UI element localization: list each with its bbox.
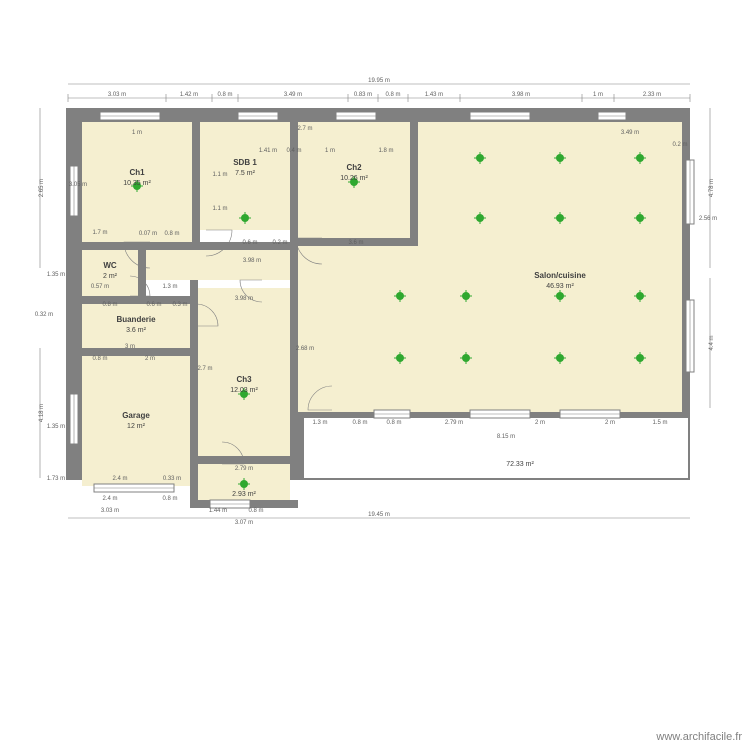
dim-label: 1.44 m bbox=[209, 508, 227, 514]
svg-text:3.49 m: 3.49 m bbox=[284, 92, 302, 98]
room-label-ch2: Ch2 bbox=[346, 163, 362, 172]
dim-label: 2.4 m bbox=[112, 476, 127, 482]
room-hall bbox=[146, 250, 290, 280]
dim-label: 2.7 m bbox=[197, 366, 212, 372]
svg-text:4.4 m: 4.4 m bbox=[709, 335, 715, 350]
room-area-ch1: 10.35 m² bbox=[123, 180, 151, 187]
dim-label: 2.79 m bbox=[445, 420, 463, 426]
dim-label: 2.56 m bbox=[699, 216, 717, 222]
dim-label: 2 m bbox=[535, 420, 545, 426]
dim-label: 1.3 m bbox=[312, 420, 327, 426]
room-label-garage: Garage bbox=[122, 411, 150, 420]
svg-text:1.42 m: 1.42 m bbox=[180, 92, 198, 98]
dim-label: 0.8 m bbox=[162, 496, 177, 502]
svg-text:19.45 m: 19.45 m bbox=[368, 512, 390, 518]
room-salonN bbox=[418, 122, 682, 246]
svg-text:2.65 m: 2.65 m bbox=[39, 179, 45, 197]
svg-text:2.33 m: 2.33 m bbox=[643, 92, 661, 98]
dim-label: 1.5 m bbox=[652, 420, 667, 426]
dim-label: 1.73 m bbox=[47, 476, 65, 482]
room-area-ch2: 10.26 m² bbox=[340, 175, 368, 182]
room-area-wc: 2 m² bbox=[103, 273, 118, 280]
dim-label: 3 m bbox=[125, 344, 135, 350]
dim-label: 0.8 m bbox=[102, 302, 117, 308]
dim-label: 0.8 m bbox=[248, 508, 263, 514]
svg-text:0.8 m: 0.8 m bbox=[385, 92, 400, 98]
dim-label: 0.07 m bbox=[139, 231, 157, 237]
dim-label: 0.32 m bbox=[35, 312, 53, 318]
room-buan bbox=[82, 304, 190, 348]
dim-label: 3.03 m bbox=[101, 508, 119, 514]
room-area-sdb1: 7.5 m² bbox=[235, 170, 256, 177]
svg-text:0.8 m: 0.8 m bbox=[217, 92, 232, 98]
room-area-salon: 46.93 m² bbox=[546, 283, 574, 290]
dim-label: 0.33 m bbox=[163, 476, 181, 482]
dim-label: 1.7 m bbox=[92, 230, 107, 236]
dim-label: 1.35 m bbox=[47, 424, 65, 430]
room-label-salon: Salon/cuisine bbox=[534, 271, 586, 280]
dim-label: 0.3 m bbox=[172, 302, 187, 308]
dim-label: 2 m bbox=[605, 420, 615, 426]
dim-label: 3.98 m bbox=[243, 258, 261, 264]
dim-label: 0.8 m bbox=[92, 356, 107, 362]
watermark: www.archifacile.fr bbox=[655, 731, 742, 743]
room-label-ch1: Ch1 bbox=[129, 168, 145, 177]
dim-label: 0.2 m bbox=[672, 142, 687, 148]
room-label-sdb1: SDB 1 bbox=[233, 158, 257, 167]
floor-plan-canvas: Ch1 10.35 m² SDB 1 7.5 m² Ch2 10.26 m² Salon/c… bbox=[0, 0, 750, 750]
dim-label: 1.1 m bbox=[212, 206, 227, 212]
dim-label: 0.6 m bbox=[146, 302, 161, 308]
dim-label: 1.41 m bbox=[259, 148, 277, 154]
svg-text:0.83 m: 0.83 m bbox=[354, 92, 372, 98]
exterior-area: 72.33 m² bbox=[506, 461, 534, 468]
dim-label: 3.98 m bbox=[235, 296, 253, 302]
svg-text:3.98 m: 3.98 m bbox=[512, 92, 530, 98]
dim-label: 1 m bbox=[325, 148, 335, 154]
dim-label: 3.6 m bbox=[348, 240, 363, 246]
dim-label: 0.8 m bbox=[352, 420, 367, 426]
dim-label: 2.4 m bbox=[102, 496, 117, 502]
dim-label: 0.6 m bbox=[242, 240, 257, 246]
dim-label: 2.68 m bbox=[296, 346, 314, 352]
room-ch3 bbox=[198, 288, 290, 456]
dim-label: 1 m bbox=[132, 130, 142, 136]
svg-text:19.95 m: 19.95 m bbox=[368, 78, 390, 84]
dim-label: 0.4 m bbox=[286, 148, 301, 154]
dim-label: 0.57 m bbox=[91, 284, 109, 290]
dim-label: 1.35 m bbox=[47, 272, 65, 278]
dim-label: 0.2 m bbox=[272, 240, 287, 246]
room-label-wc: WC bbox=[103, 261, 117, 270]
svg-text:3.03 m: 3.03 m bbox=[108, 92, 126, 98]
room-label-buan: Buanderie bbox=[116, 315, 156, 324]
dim-label: 1.3 m bbox=[162, 284, 177, 290]
dim-label: 0.8 m bbox=[386, 420, 401, 426]
dim-label: 3.49 m bbox=[621, 130, 639, 136]
svg-text:1.43 m: 1.43 m bbox=[425, 92, 443, 98]
svg-text:4.18 m: 4.18 m bbox=[39, 404, 45, 422]
room-area-small: 2.93 m² bbox=[232, 491, 256, 498]
room-area-ch3: 12.03 m² bbox=[230, 387, 258, 394]
svg-text:1 m: 1 m bbox=[593, 92, 603, 98]
dim-label: 2 m bbox=[145, 356, 155, 362]
room-area-garage: 12 m² bbox=[127, 423, 146, 430]
room-salon bbox=[298, 246, 682, 412]
dim-label: 8.15 m bbox=[497, 434, 515, 440]
dim-label: 2.7 m bbox=[297, 126, 312, 132]
svg-text:4.78 m: 4.78 m bbox=[709, 179, 715, 197]
dim-label: 1.8 m bbox=[378, 148, 393, 154]
dim-label: 0.8 m bbox=[164, 231, 179, 237]
room-label-ch3: Ch3 bbox=[236, 375, 252, 384]
dim-label: 2.79 m bbox=[235, 466, 253, 472]
dim-label: 3.05 m bbox=[69, 182, 87, 188]
dim-label: 1.1 m bbox=[212, 172, 227, 178]
room-area-buan: 3.6 m² bbox=[126, 327, 147, 334]
room-garage bbox=[82, 356, 190, 486]
dim-label: 3.07 m bbox=[235, 520, 253, 526]
